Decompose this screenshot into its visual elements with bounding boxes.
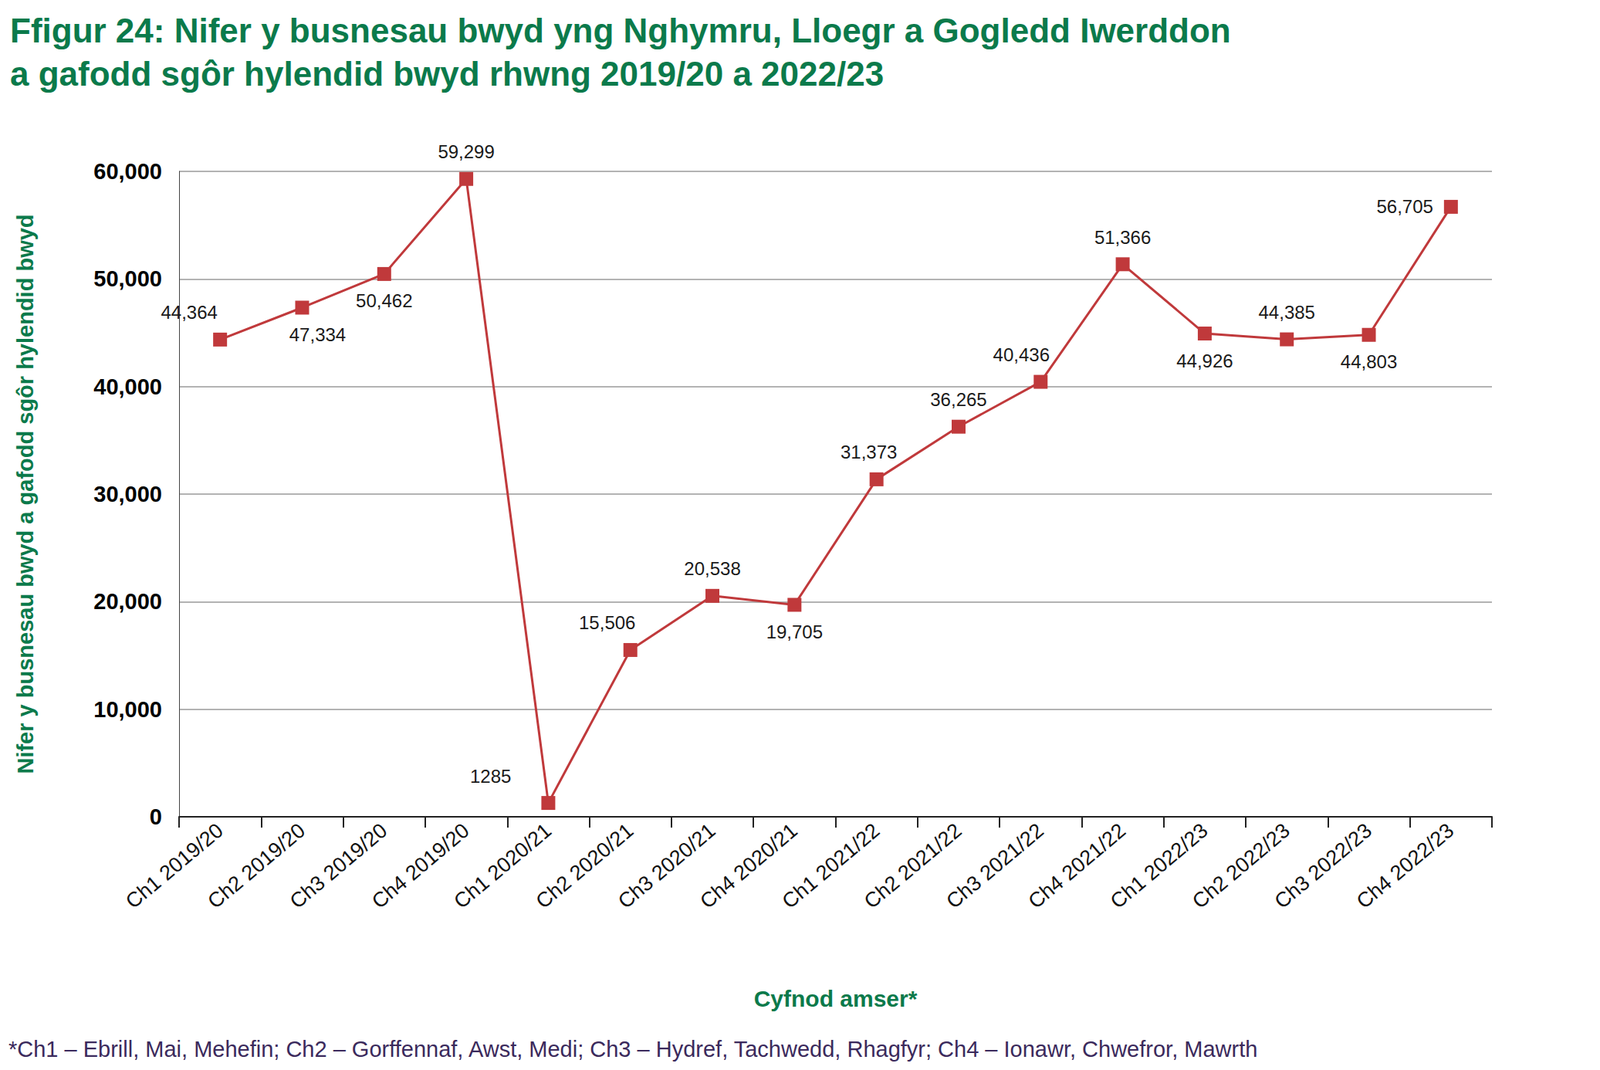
svg-text:Ch4 2021/22: Ch4 2021/22: [1023, 818, 1131, 913]
svg-text:Ch1 2020/21: Ch1 2020/21: [449, 818, 556, 913]
svg-text:Ch4 2020/21: Ch4 2020/21: [695, 818, 802, 913]
svg-text:59,299: 59,299: [437, 141, 494, 163]
svg-text:Ch4 2019/20: Ch4 2019/20: [367, 818, 474, 913]
svg-text:Ch2 2019/20: Ch2 2019/20: [203, 818, 310, 913]
svg-text:30,000: 30,000: [93, 481, 163, 507]
svg-text:56,705: 56,705: [1376, 196, 1433, 217]
svg-text:44,926: 44,926: [1176, 350, 1233, 372]
svg-text:15,506: 15,506: [578, 612, 636, 633]
svg-text:36,265: 36,265: [930, 389, 987, 410]
svg-text:Ffigur 24: Nifer y busnesau bw: Ffigur 24: Nifer y busnesau bwyd yng Ngh…: [10, 11, 1232, 50]
svg-text:40,436: 40,436: [993, 344, 1050, 366]
svg-text:44,385: 44,385: [1258, 301, 1316, 323]
svg-text:*Ch1 – Ebrill, Mai, Mehefin; C: *Ch1 – Ebrill, Mai, Mehefin; Ch2 – Gorff…: [8, 1036, 1258, 1062]
svg-text:10,000: 10,000: [93, 696, 163, 722]
svg-text:Cyfnod amser*: Cyfnod amser*: [754, 985, 918, 1012]
svg-text:44,364: 44,364: [160, 301, 217, 323]
svg-text:Ch1 2022/23: Ch1 2022/23: [1105, 818, 1213, 913]
svg-text:Ch3 2020/21: Ch3 2020/21: [613, 818, 720, 913]
svg-text:60,000: 60,000: [93, 158, 163, 184]
svg-text:50,462: 50,462: [355, 290, 413, 312]
svg-text:Ch3 2021/22: Ch3 2021/22: [941, 818, 1049, 913]
svg-text:Ch1 2021/22: Ch1 2021/22: [777, 818, 884, 913]
svg-text:19,705: 19,705: [766, 621, 823, 643]
svg-text:51,366: 51,366: [1094, 226, 1151, 248]
svg-text:Ch3 2019/20: Ch3 2019/20: [285, 818, 392, 913]
svg-text:Ch1 2019/20: Ch1 2019/20: [121, 818, 228, 913]
svg-text:0: 0: [149, 804, 163, 829]
svg-text:a gafodd sgôr hylendid bwyd rh: a gafodd sgôr hylendid bwyd rhwng 2019/2…: [10, 54, 884, 93]
svg-text:Ch2 2020/21: Ch2 2020/21: [531, 818, 638, 913]
svg-text:31,373: 31,373: [840, 441, 897, 463]
svg-text:47,334: 47,334: [289, 324, 346, 346]
svg-text:Ch3 2022/23: Ch3 2022/23: [1269, 818, 1377, 913]
svg-text:Nifer y busnesau bwyd a gafodd: Nifer y busnesau bwyd a gafodd sgôr hyle…: [13, 213, 38, 774]
svg-text:20,000: 20,000: [93, 588, 163, 614]
svg-text:Ch4 2022/23: Ch4 2022/23: [1352, 818, 1459, 914]
svg-text:50,000: 50,000: [93, 266, 163, 291]
svg-text:Ch2 2021/22: Ch2 2021/22: [859, 818, 967, 913]
svg-text:44,803: 44,803: [1340, 351, 1398, 373]
svg-text:1285: 1285: [470, 765, 511, 787]
svg-text:Ch2 2022/23: Ch2 2022/23: [1187, 818, 1295, 913]
svg-text:20,538: 20,538: [683, 558, 741, 579]
svg-text:40,000: 40,000: [93, 374, 163, 400]
